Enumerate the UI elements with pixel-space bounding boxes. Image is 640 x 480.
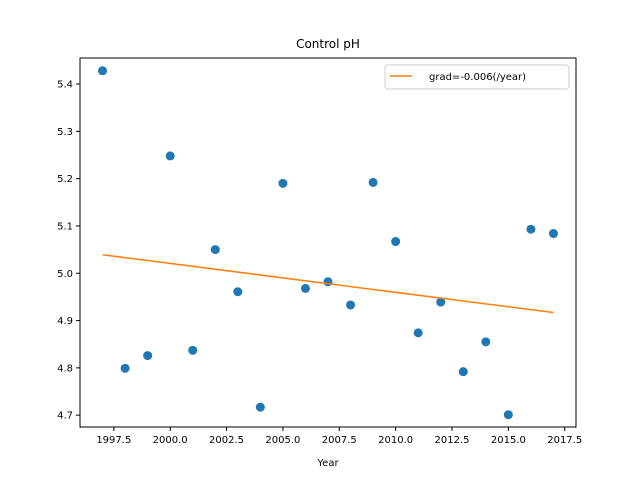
y-tick-label: 5.1 [57,221,73,232]
scatter-point [368,177,378,187]
scatter-point [346,300,356,310]
legend-entry-label: grad=-0.006(/year) [429,72,526,83]
scatter-point [481,337,491,347]
scatter-point [120,363,130,373]
y-tick-label: 5.0 [57,269,73,280]
x-tick-label: 2007.5 [322,435,357,446]
scatter-point [300,283,310,293]
scatter-point [143,351,153,361]
legend-box [384,64,570,90]
y-tick-label: 5.4 [57,80,73,91]
y-tick-label: 4.9 [57,316,73,327]
trend-line [102,254,554,314]
scatter-point [323,277,333,287]
plot-frame [79,57,577,428]
scatter-point [98,66,108,76]
x-tick-label: 2015.0 [491,435,526,446]
x-tick-label: 2017.5 [547,435,582,446]
x-tick-label: 2005.0 [265,435,300,446]
scatter-point [165,151,175,161]
x-tick-label: 1997.5 [96,435,131,446]
x-axis-label: Year [316,458,339,469]
x-tick-label: 2000.0 [153,435,188,446]
scatter-point [548,229,558,239]
scatter-point [436,297,446,307]
scatter-point [413,328,423,338]
chart-title: Control pH [296,37,360,51]
scatter-point [503,410,513,420]
y-tick-label: 5.2 [57,174,73,185]
scatter-point [391,237,401,247]
y-tick-label: 4.8 [57,363,73,374]
x-tick-label: 2002.5 [209,435,244,446]
scatter-point [188,345,198,355]
plot-marks [98,66,558,420]
y-tick-label: 5.3 [57,127,73,138]
scatter-point [278,178,288,188]
x-axis: 1997.5 2000.0 2002.5 2005.0 2007.5 2010.0 2012… [96,427,582,446]
scatter-point [210,245,220,255]
scatter-point [526,224,536,234]
x-tick-label: 2012.5 [435,435,470,446]
legend: grad=-0.006(/year) [384,64,570,90]
scatter-point [458,367,468,377]
scatter-point [255,402,265,412]
y-tick-label: 4.7 [57,411,73,422]
scatter-point [233,287,243,297]
x-tick-label: 2010.0 [378,435,413,446]
y-axis: 4.7 4.8 4.9 5.0 5.1 5.2 5.3 5.4 [57,80,80,422]
